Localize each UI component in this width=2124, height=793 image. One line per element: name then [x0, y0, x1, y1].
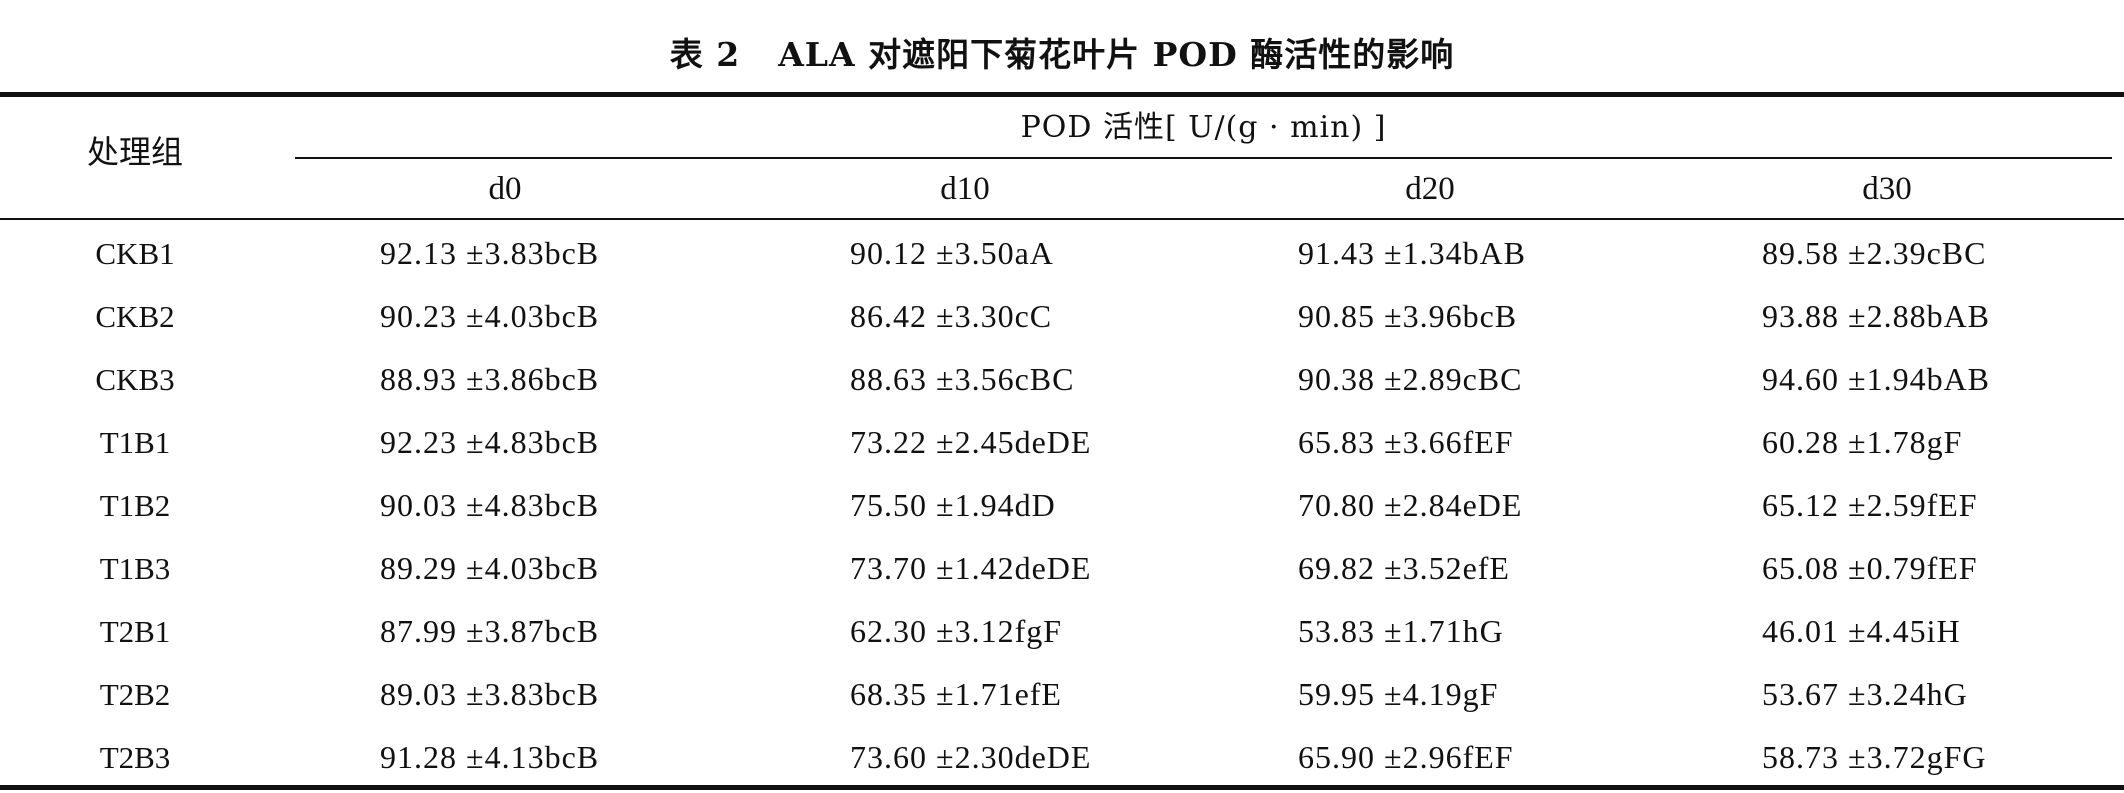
table-cell-d0: 89.03 ±3.83bcB [380, 676, 600, 712]
table-cell-d0: 89.29 ±4.03bcB [380, 550, 600, 586]
table-cell-d10: 73.60 ±2.30deDE [850, 739, 1092, 775]
table-cell-d30: 46.01 ±4.45iH [1762, 613, 1961, 649]
row-label: CKB3 [95, 362, 175, 397]
table-cell-d20: 69.82 ±3.52efE [1298, 550, 1510, 586]
table-cell-d0: 90.03 ±4.83bcB [380, 487, 600, 523]
table-cell-d20: 91.43 ±1.34bAB [1298, 235, 1527, 271]
row-label: T2B2 [99, 677, 171, 712]
table-row: T2B3 91.28 ±4.13bcB 73.60 ±2.30deDE 65.90 ±… [0, 726, 2124, 789]
table-cell-d30: 65.08 ±0.79fEF [1762, 550, 1978, 586]
table-cell-d10: 73.22 ±2.45deDE [850, 424, 1092, 460]
group-header: POD 活性[ U/(g · min) ] [1020, 110, 1387, 145]
row-label: T1B3 [99, 551, 171, 586]
table-cell-d0: 92.13 ±3.83bcB [380, 235, 600, 271]
table-cell-d20: 90.85 ±3.96bcB [1298, 298, 1518, 334]
row-label: CKB1 [95, 236, 175, 271]
column-header-d10: d10 [940, 171, 990, 207]
table-cell-d10: 88.63 ±3.56cBC [850, 361, 1075, 397]
table-cell-d20: 70.80 ±2.84eDE [1298, 487, 1523, 523]
table-cell-d20: 65.90 ±2.96fEF [1298, 739, 1514, 775]
table-row: T1B1 92.23 ±4.83bcB 73.22 ±2.45deDE 65.83 ±… [0, 411, 2124, 474]
table-row: CKB3 88.93 ±3.86bcB 88.63 ±3.56cBC 90.38 ±2… [0, 348, 2124, 411]
table-cell-d10: 62.30 ±3.12fgF [850, 613, 1063, 649]
table-cell-d20: 59.95 ±4.19gF [1298, 676, 1499, 712]
table-cell-d30: 58.73 ±3.72gFG [1762, 739, 1987, 775]
table-row: T1B3 89.29 ±4.03bcB 73.70 ±1.42deDE 69.82 ±… [0, 537, 2124, 600]
row-label: T1B2 [99, 488, 171, 523]
table-cell-d0: 92.23 ±4.83bcB [380, 424, 600, 460]
table-cell-d10: 75.50 ±1.94dD [850, 487, 1056, 523]
table-cell-d0: 90.23 ±4.03bcB [380, 298, 600, 334]
stub-header: 处理组 [86, 133, 183, 171]
column-header-d30: d30 [1862, 171, 1912, 207]
group-header-rule [295, 157, 2112, 159]
table-cell-d10: 73.70 ±1.42deDE [850, 550, 1092, 586]
table-cell-d30: 93.88 ±2.88bAB [1762, 298, 1991, 334]
table-cell-d0: 91.28 ±4.13bcB [380, 739, 600, 775]
table-cell-d10: 90.12 ±3.50aA [850, 235, 1054, 271]
table-row: T2B1 87.99 ±3.87bcB 62.30 ±3.12fgF 53.83 ±1… [0, 600, 2124, 663]
column-header-d20: d20 [1405, 171, 1455, 207]
table-caption-number: 表 2 [669, 35, 741, 74]
table-cell-d30: 60.28 ±1.78gF [1762, 424, 1963, 460]
header-bottom-rule [0, 218, 2124, 220]
table-row: CKB1 92.13 ±3.83bcB 90.12 ±3.50aA 91.43 ±1.… [0, 222, 2124, 285]
table-cell-d20: 65.83 ±3.66fEF [1298, 424, 1514, 460]
table-cell-d20: 90.38 ±2.89cBC [1298, 361, 1523, 397]
table-cell-d20: 53.83 ±1.71hG [1298, 613, 1504, 649]
table-row: T1B2 90.03 ±4.83bcB 75.50 ±1.94dD 70.80 ±2.… [0, 474, 2124, 537]
table-row: CKB2 90.23 ±4.03bcB 86.42 ±3.30cC 90.85 ±3.… [0, 285, 2124, 348]
table-cell-d30: 65.12 ±2.59fEF [1762, 487, 1978, 523]
bottom-rule [0, 785, 2124, 790]
column-header-d0: d0 [488, 171, 522, 207]
table-cell-d0: 87.99 ±3.87bcB [380, 613, 600, 649]
row-label: T1B1 [99, 425, 171, 460]
table-cell-d30: 94.60 ±1.94bAB [1762, 361, 1991, 397]
table-row: T2B2 89.03 ±3.83bcB 68.35 ±1.71efE 59.95 ±4… [0, 663, 2124, 726]
table-cell-d30: 53.67 ±3.24hG [1762, 676, 1968, 712]
top-rule [0, 92, 2124, 97]
table-cell-d30: 89.58 ±2.39cBC [1762, 235, 1987, 271]
table-caption-text: ALA 对遮阳下菊花叶片 POD 酶活性的影响 [778, 35, 1455, 74]
table-caption: 表 2 ALA 对遮阳下菊花叶片 POD 酶活性的影响 [0, 30, 2124, 80]
row-label: T2B3 [99, 740, 171, 775]
row-label: CKB2 [95, 299, 175, 334]
table-cell-d10: 68.35 ±1.71efE [850, 676, 1062, 712]
table-cell-d0: 88.93 ±3.86bcB [380, 361, 600, 397]
row-label: T2B1 [99, 614, 171, 649]
table-cell-d10: 86.42 ±3.30cC [850, 298, 1053, 334]
